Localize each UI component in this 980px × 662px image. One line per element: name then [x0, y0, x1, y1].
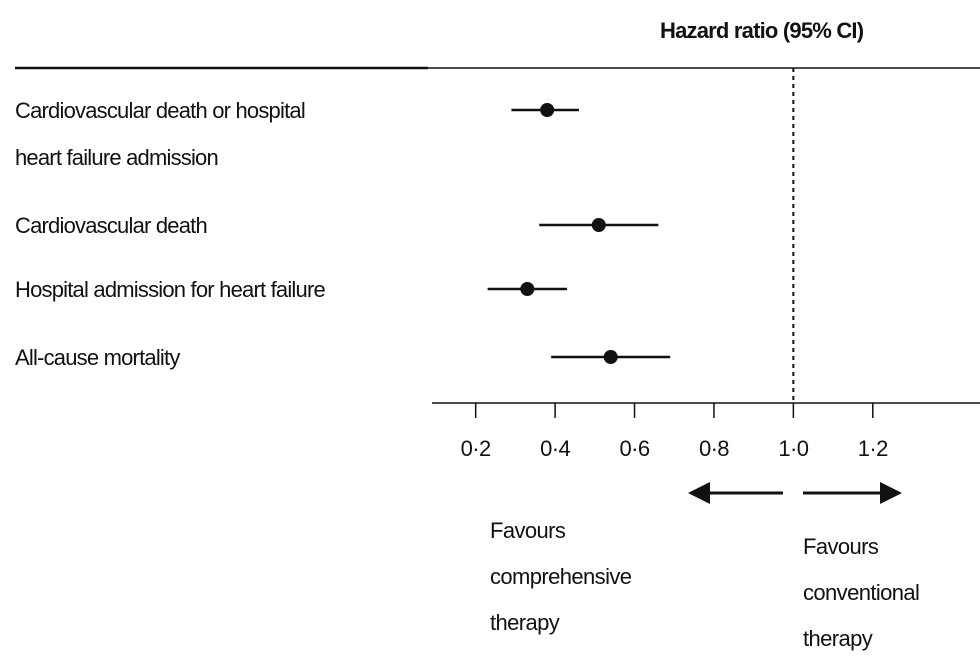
- x-tick-label: 1·2: [858, 436, 888, 461]
- point-estimate: [520, 282, 535, 296]
- annotation: Favours conventional therapy: [803, 534, 920, 651]
- point-estimate: [603, 350, 618, 364]
- x-tick-label: 0·8: [699, 436, 729, 461]
- point-estimate: [591, 218, 606, 232]
- category-label: Cardiovascular death: [15, 213, 208, 238]
- chart-title: Hazard ratio (95% CI): [660, 18, 864, 43]
- arrow-right: [803, 482, 902, 504]
- x-tick-label: 0·6: [620, 436, 650, 461]
- x-tick-label: 0·4: [540, 436, 570, 461]
- category-label: All-cause mortality: [15, 345, 180, 370]
- annotation: Favours comprehensive therapy: [490, 518, 632, 635]
- category-label: Cardiovascular death or hospital heart f…: [15, 98, 306, 170]
- x-tick-label: 0·2: [461, 436, 491, 461]
- category-label: Hospital admission for heart failure: [15, 277, 326, 302]
- arrow-left: [688, 482, 783, 504]
- x-tick-label: 1·0: [778, 436, 808, 461]
- point-estimate: [540, 103, 555, 117]
